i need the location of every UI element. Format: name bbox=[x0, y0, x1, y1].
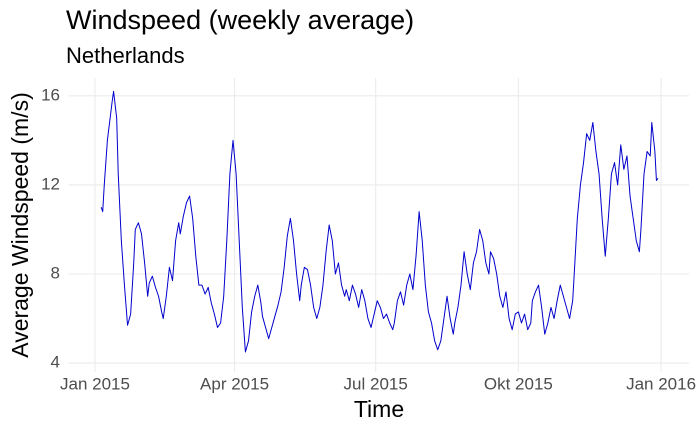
x-axis-title: Time bbox=[354, 396, 404, 422]
chart-subtitle: Netherlands bbox=[66, 43, 185, 68]
x-tick-label: Jan 2015 bbox=[60, 374, 130, 393]
y-axis-title: Average Windspeed (m/s) bbox=[7, 92, 33, 357]
y-tick-label: 8 bbox=[51, 263, 60, 282]
x-tick-label: Jul 2015 bbox=[344, 374, 408, 393]
data-line bbox=[100, 90, 659, 353]
y-tick-label: 4 bbox=[51, 353, 60, 372]
chart-title: Windspeed (weekly average) bbox=[66, 5, 414, 35]
x-tick-label: Okt 2015 bbox=[484, 374, 553, 393]
y-tick-label: 16 bbox=[41, 85, 60, 104]
x-tick-label: Jan 2016 bbox=[626, 374, 696, 393]
x-tick-label: Apr 2015 bbox=[200, 374, 269, 393]
y-tick-label: 12 bbox=[41, 174, 60, 193]
